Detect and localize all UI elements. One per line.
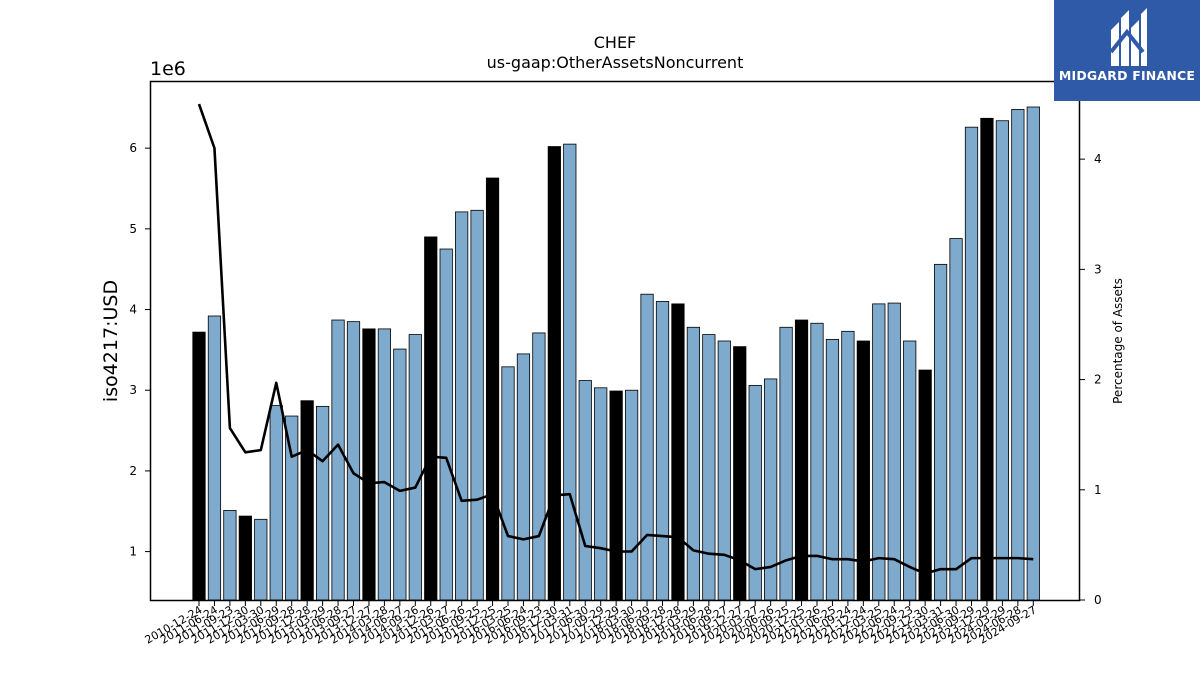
bar <box>269 405 283 601</box>
bar <box>300 400 314 601</box>
bar <box>393 348 407 601</box>
bar <box>238 515 252 601</box>
bar <box>532 332 546 601</box>
bar <box>470 209 484 601</box>
bar <box>810 322 824 601</box>
bar <box>964 126 979 601</box>
bar <box>887 302 901 601</box>
y-tick-label: 1 <box>129 545 137 559</box>
brand-name: MIDGARD FINANCE <box>1058 68 1196 83</box>
bar <box>254 518 268 601</box>
plot-frame <box>149 80 1081 602</box>
bar <box>872 303 886 601</box>
y-axis-label: iso4217:USD <box>100 280 122 402</box>
bar <box>346 321 361 601</box>
bar <box>331 319 345 601</box>
bar <box>223 510 237 601</box>
bar <box>934 263 948 601</box>
bar <box>995 120 1010 601</box>
bar <box>547 146 561 601</box>
bar <box>207 315 222 601</box>
bar <box>315 405 330 601</box>
bar <box>1011 109 1025 601</box>
bar <box>918 369 932 601</box>
chart-title: CHEF <box>594 33 637 52</box>
y-tick-label: 6 <box>129 141 137 155</box>
y-tick-label: 2 <box>129 464 137 478</box>
bar <box>609 390 623 601</box>
bar <box>903 340 917 601</box>
bar <box>702 334 716 601</box>
y-tick-label: 3 <box>129 383 137 397</box>
bar <box>362 328 376 601</box>
series-line <box>197 103 1034 575</box>
bar <box>625 389 639 601</box>
y-tick-label: 4 <box>129 303 137 317</box>
bar <box>949 238 963 601</box>
bar <box>825 338 840 601</box>
bar <box>439 248 453 601</box>
brand-logo: MIDGARD FINANCE <box>1054 0 1200 101</box>
bar <box>686 326 701 601</box>
bar <box>424 236 438 601</box>
y-tick-label: 5 <box>129 222 137 236</box>
y2-tick-label: 1 <box>1094 483 1102 497</box>
bar <box>717 340 731 601</box>
bar <box>671 303 685 601</box>
bar <box>501 366 515 601</box>
bar <box>594 387 608 601</box>
bar <box>377 328 392 601</box>
y2-tick-label: 2 <box>1094 373 1102 387</box>
y2-tick-label: 4 <box>1094 152 1102 166</box>
bar <box>285 415 299 601</box>
y-offset-label: 1e6 <box>150 58 186 80</box>
bar <box>408 334 422 601</box>
bar <box>192 331 206 601</box>
bar <box>578 380 592 601</box>
bar <box>455 211 469 601</box>
chart-subtitle: us-gaap:OtherAssetsNoncurrent <box>487 53 744 72</box>
y2-axis-label: Percentage of Assets <box>1111 278 1125 404</box>
bar <box>980 117 994 601</box>
bar <box>485 177 500 601</box>
bar <box>640 293 654 601</box>
bar <box>563 143 577 601</box>
midgard-logo-icon <box>1109 8 1147 66</box>
y2-tick-label: 3 <box>1094 262 1102 276</box>
bar <box>1026 106 1040 601</box>
bar <box>516 353 531 601</box>
y2-tick-label: 0 <box>1094 593 1102 607</box>
bar <box>655 301 670 601</box>
